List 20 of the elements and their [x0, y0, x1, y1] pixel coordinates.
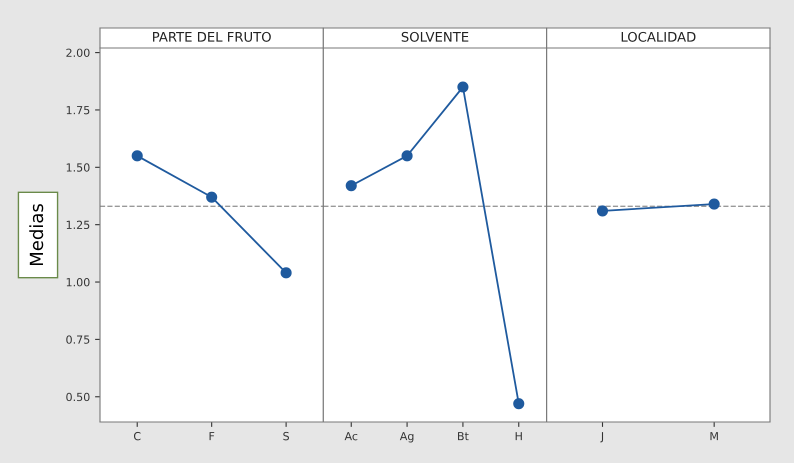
y-tick-label: 1.25	[66, 220, 90, 230]
chart-title: SOLVENTE	[402, 32, 468, 42]
x-tick-label: H	[516, 432, 522, 440]
y-tick-label: 0.50	[66, 392, 90, 402]
x-tick-label: F	[210, 432, 214, 440]
y-tick-label: 1.75	[66, 106, 90, 114]
y-axis-title: Medias	[29, 204, 44, 266]
x-tick-label: C	[134, 432, 140, 440]
y-tick-label: 1.00	[66, 278, 90, 286]
chart-title: LOCALIDAD	[622, 32, 696, 42]
y-tick-label: 1.50	[66, 163, 90, 172]
x-tick-label: J	[600, 432, 604, 442]
x-tick-label: S	[283, 432, 290, 440]
x-tick-label: Bt	[458, 432, 469, 440]
y-tick-label: 2.00	[66, 48, 90, 57]
chart-title: PARTE DEL FRUTO	[153, 32, 271, 42]
x-tick-label: M	[710, 432, 718, 440]
x-tick-label: Ac	[344, 432, 358, 440]
x-tick-label: Ag	[400, 432, 414, 442]
y-tick-label: 0.75	[66, 335, 90, 344]
